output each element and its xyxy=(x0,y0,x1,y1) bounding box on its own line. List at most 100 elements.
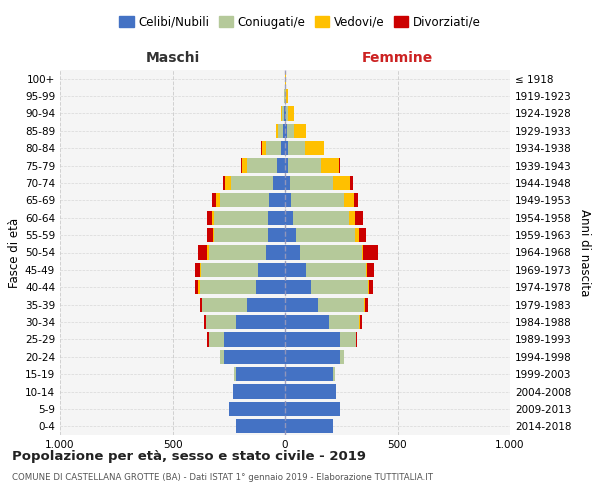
Y-axis label: Anni di nascita: Anni di nascita xyxy=(578,209,591,296)
Text: COMUNE DI CASTELLANA GROTTE (BA) - Dati ISTAT 1° gennaio 2019 - Elaborazione TUT: COMUNE DI CASTELLANA GROTTE (BA) - Dati … xyxy=(12,472,433,482)
Bar xyxy=(208,210,212,225)
Bar xyxy=(334,367,335,382)
Bar xyxy=(285,402,340,416)
Bar xyxy=(285,263,307,277)
Bar xyxy=(339,158,340,172)
Bar xyxy=(317,298,364,312)
Bar xyxy=(365,298,368,312)
Bar xyxy=(361,315,362,329)
Bar xyxy=(285,246,299,260)
Bar xyxy=(355,210,362,225)
Bar xyxy=(256,280,285,294)
Bar xyxy=(247,158,277,172)
Bar xyxy=(293,124,306,138)
Bar xyxy=(277,158,285,172)
Bar xyxy=(223,176,226,190)
Bar xyxy=(290,193,343,208)
Bar xyxy=(285,419,334,434)
Bar xyxy=(214,228,268,242)
Bar xyxy=(212,193,217,208)
Bar xyxy=(366,263,367,277)
Bar xyxy=(350,176,353,190)
Bar xyxy=(229,402,285,416)
Bar xyxy=(235,367,285,382)
Bar xyxy=(261,141,262,156)
Bar xyxy=(268,228,285,242)
Bar xyxy=(285,193,290,208)
Bar xyxy=(202,298,247,312)
Bar xyxy=(199,246,208,260)
Bar xyxy=(296,228,355,242)
Bar xyxy=(370,280,373,294)
Bar xyxy=(311,280,368,294)
Bar xyxy=(242,158,247,172)
Bar xyxy=(340,332,356,346)
Bar xyxy=(195,263,199,277)
Bar xyxy=(290,176,334,190)
Bar xyxy=(266,246,285,260)
Text: Femmine: Femmine xyxy=(362,51,433,65)
Bar xyxy=(220,350,224,364)
Bar xyxy=(293,210,349,225)
Bar xyxy=(283,124,285,138)
Bar xyxy=(283,106,284,120)
Bar xyxy=(340,350,344,364)
Bar xyxy=(209,246,266,260)
Bar xyxy=(334,176,350,190)
Bar xyxy=(209,332,224,346)
Bar xyxy=(343,193,353,208)
Bar xyxy=(208,246,209,260)
Bar xyxy=(199,280,256,294)
Bar xyxy=(199,298,202,312)
Bar xyxy=(359,228,366,242)
Bar xyxy=(231,176,272,190)
Bar xyxy=(305,141,324,156)
Text: Popolazione per età, sesso e stato civile - 2019: Popolazione per età, sesso e stato civil… xyxy=(12,450,366,463)
Bar xyxy=(200,263,258,277)
Y-axis label: Fasce di età: Fasce di età xyxy=(8,218,21,288)
Bar xyxy=(285,124,287,138)
Bar xyxy=(285,350,340,364)
Bar xyxy=(208,332,209,346)
Bar xyxy=(247,298,285,312)
Bar xyxy=(285,158,289,172)
Bar xyxy=(235,315,285,329)
Bar xyxy=(220,193,269,208)
Bar xyxy=(224,350,285,364)
Bar xyxy=(266,141,281,156)
Bar xyxy=(368,280,370,294)
Bar xyxy=(285,298,317,312)
Bar xyxy=(258,263,285,277)
Bar xyxy=(285,367,334,382)
Bar xyxy=(195,280,199,294)
Bar xyxy=(281,141,285,156)
Bar xyxy=(361,246,364,260)
Bar xyxy=(285,332,340,346)
Bar xyxy=(241,158,242,172)
Bar xyxy=(206,315,235,329)
Bar xyxy=(307,263,366,277)
Bar xyxy=(285,315,329,329)
Legend: Celibi/Nubili, Coniugati/e, Vedovi/e, Divorziati/e: Celibi/Nubili, Coniugati/e, Vedovi/e, Di… xyxy=(115,11,485,34)
Bar xyxy=(208,228,213,242)
Bar xyxy=(226,176,231,190)
Bar xyxy=(285,210,293,225)
Bar xyxy=(285,106,286,120)
Bar xyxy=(285,141,288,156)
Bar xyxy=(353,193,358,208)
Bar xyxy=(329,315,359,329)
Bar xyxy=(364,298,365,312)
Bar xyxy=(286,89,289,103)
Bar xyxy=(299,246,361,260)
Bar xyxy=(278,124,283,138)
Bar xyxy=(214,210,268,225)
Bar xyxy=(355,228,359,242)
Bar xyxy=(356,332,357,346)
Bar xyxy=(285,228,296,242)
Bar xyxy=(367,263,374,277)
Bar xyxy=(224,332,285,346)
Bar xyxy=(285,280,311,294)
Bar xyxy=(289,158,321,172)
Bar xyxy=(288,141,305,156)
Bar xyxy=(272,176,285,190)
